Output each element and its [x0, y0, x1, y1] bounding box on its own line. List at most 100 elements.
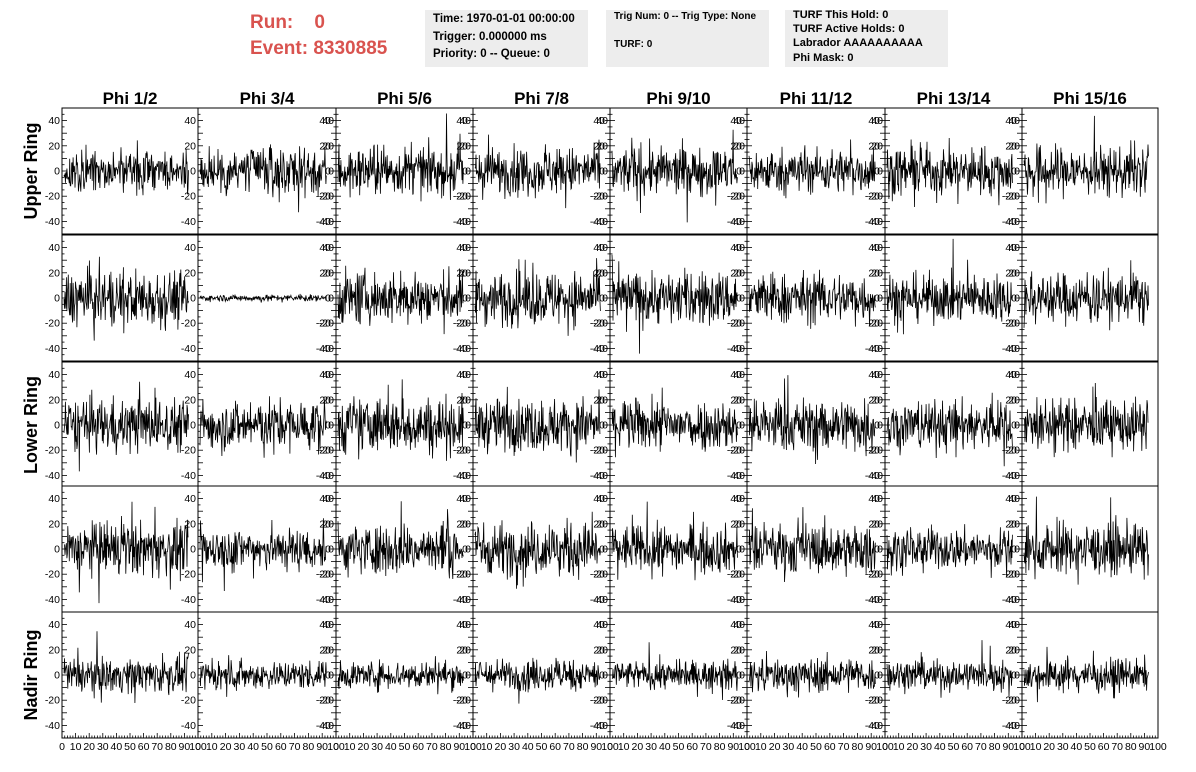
y-tick-label-left: -40 [319, 720, 334, 732]
x-tick-label: 70 [838, 741, 850, 753]
y-tick-label-right: -40 [316, 216, 331, 228]
ring-label-1: Upper Ring [21, 123, 41, 220]
x-tick-label: 70 [426, 741, 438, 753]
column-title-7: Phi 13/14 [917, 89, 991, 108]
y-tick-label-right: 0 [462, 544, 468, 556]
y-tick-label-left: -40 [730, 216, 745, 228]
y-tick-label-left: -40 [868, 470, 883, 482]
waveform-trace [199, 655, 327, 697]
y-tick-label-left: -20 [456, 191, 471, 203]
x-tick-label: 50 [948, 741, 960, 753]
y-tick-label-left: -40 [730, 720, 745, 732]
y-tick-label-left: 40 [596, 619, 608, 631]
y-tick-label-left: -20 [181, 318, 196, 330]
y-tick-label-right: -20 [1002, 445, 1017, 457]
y-tick-label-left: -20 [45, 445, 60, 457]
panel-frame [1021, 485, 1159, 613]
y-tick-label-right: 0 [1011, 293, 1017, 305]
x-tick-label: 30 [783, 741, 795, 753]
y-tick-label-right: -20 [316, 569, 331, 581]
waveform-panel-r1-c5: -40 -20 0 20 40 -40 -20 0 20 40 [593, 107, 748, 235]
y-tick-label-right: -40 [727, 343, 742, 355]
y-tick-label-left: -20 [868, 695, 883, 707]
x-tick-label: 40 [522, 741, 534, 753]
y-tick-label-right: -20 [1002, 569, 1017, 581]
y-tick-label-right: -40 [1002, 216, 1017, 228]
waveform-trace [748, 375, 876, 465]
y-tick-label-left: 0 [877, 166, 883, 178]
waveform-panel-r2-c3: -40 -20 0 20 40 -40 -20 0 20 40 [319, 234, 474, 362]
x-tick-label: 100 [1149, 741, 1167, 753]
x-tick-label: 80 [303, 741, 315, 753]
y-tick-label-right: 0 [1011, 420, 1017, 432]
y-tick-label-left: -20 [868, 445, 883, 457]
priority-line: Priority: 0 -- Queue: 0 [433, 48, 550, 60]
y-tick-label-right: -40 [865, 720, 880, 732]
y-tick-label-left: -40 [181, 216, 196, 228]
y-tick-label-left: -20 [1005, 445, 1020, 457]
y-tick-label-left: -40 [456, 594, 471, 606]
y-tick-label-right: 0 [736, 670, 742, 682]
x-tick-label: 20 [1043, 741, 1055, 753]
y-tick-label-right: -40 [316, 594, 331, 606]
y-tick-label-left: 20 [322, 644, 334, 656]
column-title-2: Phi 3/4 [240, 89, 295, 108]
x-tick-label: 10 [893, 741, 905, 753]
turf-hold-info-box: TURF This Hold: 0 TURF Active Holds: 0 L… [785, 9, 948, 67]
y-tick-label-left: -40 [45, 216, 60, 228]
y-tick-label-left: 40 [733, 493, 745, 505]
y-tick-label-right: 40 [1005, 242, 1017, 254]
y-tick-label-left: -40 [456, 470, 471, 482]
y-tick-label-left: 0 [1014, 420, 1020, 432]
column-title-1: Phi 1/2 [103, 89, 158, 108]
y-tick-label-right: 0 [1011, 544, 1017, 556]
waveform-trace [886, 137, 1013, 208]
x-tick-label: 10 [344, 741, 356, 753]
y-tick-label-right: -40 [316, 720, 331, 732]
y-tick-label-left: -20 [730, 569, 745, 581]
y-tick-label-left: -40 [593, 343, 608, 355]
y-tick-label-left: -40 [730, 594, 745, 606]
y-tick-label-right: 20 [456, 267, 468, 279]
y-tick-label-left: 0 [328, 544, 334, 556]
y-tick-label-right: 40 [593, 369, 605, 381]
x-tick-label: 60 [549, 741, 561, 753]
waveform-trace [474, 657, 601, 704]
y-tick-label-right: 20 [730, 267, 742, 279]
y-tick-label-right: 0 [1011, 166, 1017, 178]
y-tick-label-right: -20 [316, 191, 331, 203]
y-tick-label-right: 40 [730, 369, 742, 381]
run-line: Run: 0 [250, 10, 420, 36]
y-tick-label-left: 20 [596, 518, 608, 530]
y-tick-label-left: -40 [45, 720, 60, 732]
y-tick-label-right: 40 [319, 369, 331, 381]
y-tick-label-right: 20 [730, 518, 742, 530]
ring-labels: Upper Ring Lower Ring Nadir Ring [21, 123, 41, 721]
x-tick-label: 0 [333, 741, 339, 753]
y-tick-label-left: 40 [48, 115, 60, 127]
y-tick-label-left: -40 [593, 594, 608, 606]
y-tick-label-right: 20 [1005, 518, 1017, 530]
y-tick-label-left: 20 [184, 518, 196, 530]
y-tick-label-right: -20 [590, 318, 605, 330]
x-tick-label: 60 [824, 741, 836, 753]
x-tick-label: 90 [590, 741, 602, 753]
y-tick-label-left: 0 [54, 166, 60, 178]
y-tick-label-left: -40 [45, 594, 60, 606]
y-tick-label-right: 20 [456, 644, 468, 656]
waveform-panel-r3-c1: -40 -20 0 20 40 [45, 361, 199, 489]
y-tick-label-left: 40 [871, 619, 883, 631]
y-tick-label-right: -20 [453, 318, 468, 330]
y-tick-label-left: 0 [877, 544, 883, 556]
y-tick-label-left: -40 [730, 470, 745, 482]
y-tick-label-left: 40 [1008, 369, 1020, 381]
y-tick-label-right: -40 [865, 216, 880, 228]
y-tick-label-right: -40 [316, 470, 331, 482]
y-tick-label-left: 40 [459, 493, 471, 505]
y-tick-label-left: 20 [459, 267, 471, 279]
y-tick-label-left: 40 [871, 493, 883, 505]
